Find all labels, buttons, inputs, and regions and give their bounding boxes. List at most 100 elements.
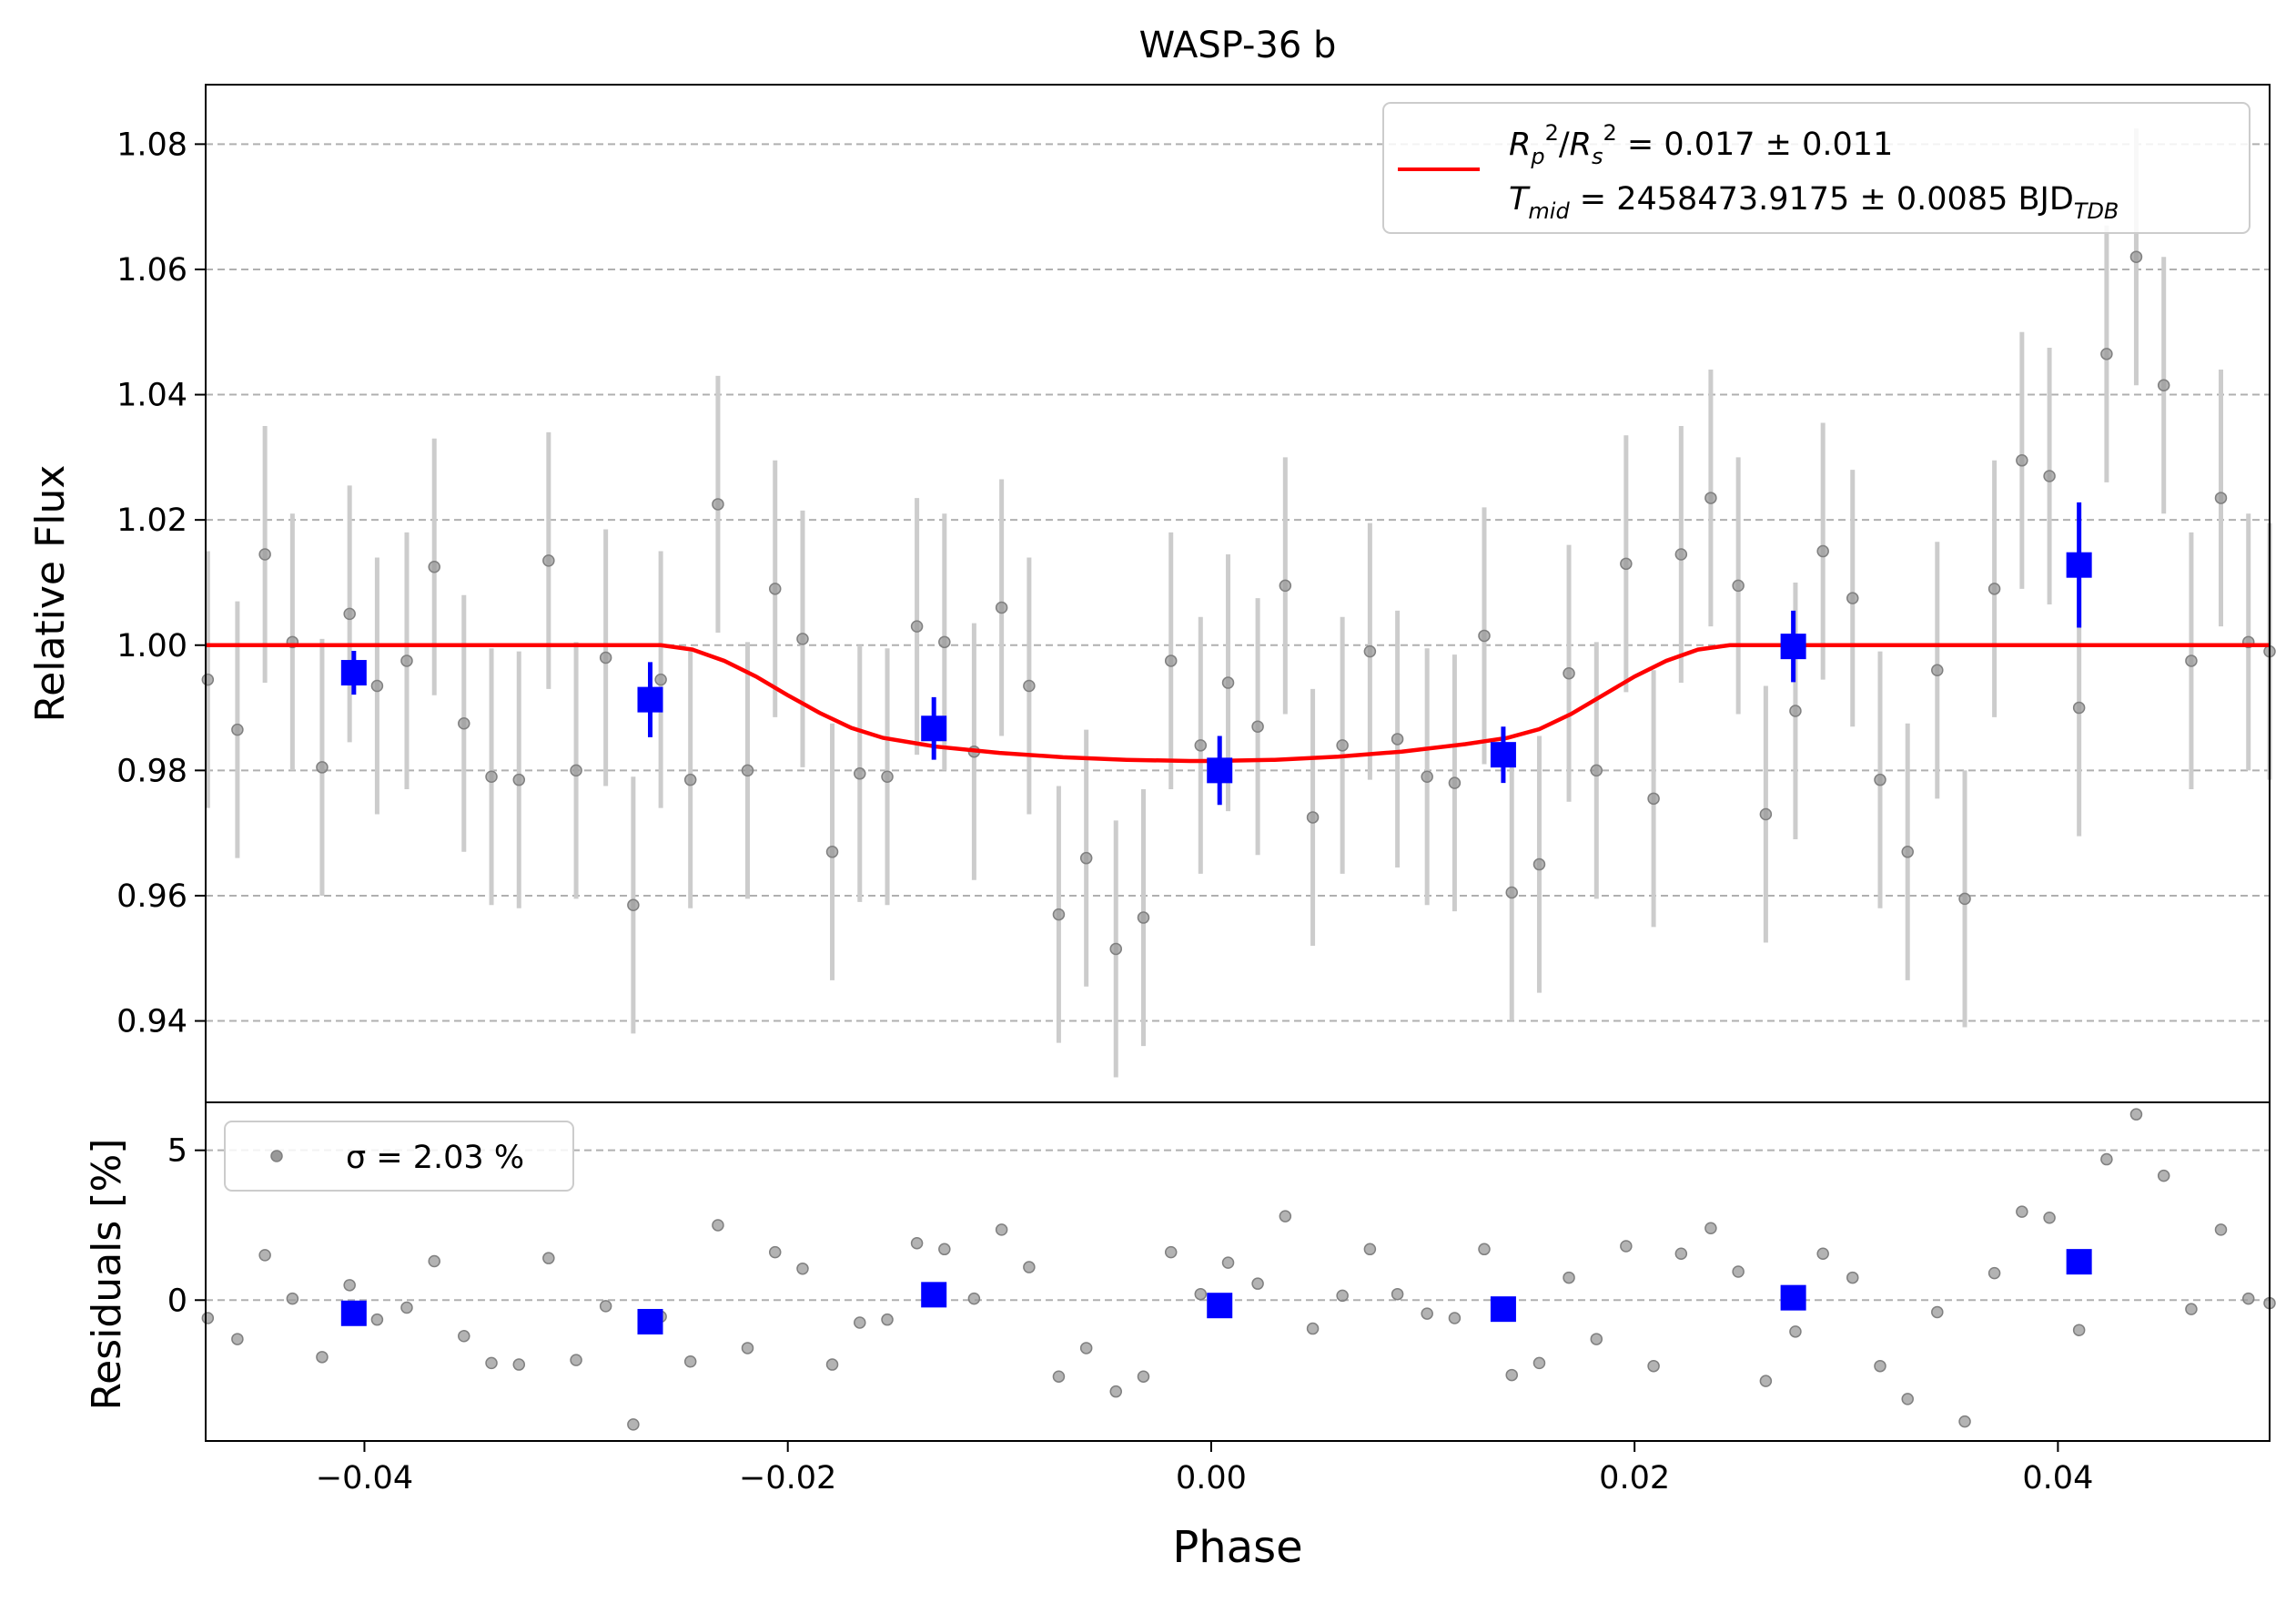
flux-raw-point (1563, 666, 1575, 680)
flux-raw-point (910, 620, 924, 633)
residuals-raw-point (1391, 1287, 1404, 1301)
flux-raw-point (1674, 548, 1688, 561)
flux-raw-point (627, 898, 640, 912)
x-tick-label: 0.04 (2022, 1460, 2093, 1496)
flux-y-ticks: 0.94 0.96 0.98 1.00 1.02 1.04 1.06 1.08 (116, 127, 206, 1040)
x-axis-label: Phase (1172, 1522, 1302, 1573)
flux-binned-point (1207, 757, 1233, 784)
flux-raw-point (1732, 579, 1745, 593)
residuals-raw-points (201, 1108, 2276, 1431)
flux-raw-point (1194, 739, 1208, 752)
residuals-raw-point (768, 1245, 782, 1259)
flux-raw-point (796, 633, 809, 645)
residuals-binned-point (340, 1300, 367, 1326)
residuals-raw-point (2043, 1211, 2056, 1224)
flux-raw-point (570, 764, 582, 777)
flux-raw-point (258, 548, 271, 561)
flux-legend-box (1382, 102, 2250, 234)
flux-raw-point (2214, 492, 2228, 504)
residuals-raw-point (1674, 1247, 1688, 1260)
residuals-raw-point (1164, 1245, 1178, 1259)
residuals-raw-point (1505, 1368, 1518, 1382)
flux-raw-point (1336, 739, 1349, 752)
flux-raw-point (231, 723, 244, 736)
residuals-y-axis-label: Residuals [%] (84, 1139, 130, 1411)
residuals-binned-points (340, 1249, 2092, 1334)
residuals-raw-point (1306, 1322, 1320, 1335)
x-tick-label: −0.02 (739, 1460, 836, 1496)
residuals-y-tick-label: 0 (167, 1283, 187, 1319)
residuals-raw-point (258, 1249, 271, 1262)
residuals-raw-point (1620, 1240, 1633, 1253)
flux-raw-point (400, 654, 413, 667)
residuals-raw-point (1023, 1261, 1036, 1273)
residuals-raw-point (2072, 1324, 2086, 1336)
residuals-raw-point (825, 1358, 839, 1371)
residuals-y-tick-label: 5 (167, 1133, 187, 1170)
residuals-raw-point (1194, 1287, 1208, 1301)
residuals-panel: 05 −0.04 −0.02 0.00 0.02 0.04 Phase Residual… (84, 1101, 2276, 1573)
flux-raw-point (485, 770, 498, 783)
flux-raw-point (343, 607, 356, 621)
residuals-raw-point (854, 1316, 866, 1329)
residuals-raw-point (1109, 1385, 1122, 1398)
residuals-raw-point (881, 1313, 894, 1326)
flux-raw-point (1306, 811, 1320, 824)
flux-y-axis-label: Relative Flux (27, 465, 74, 723)
residuals-raw-point (741, 1342, 754, 1354)
residuals-binned-point (1207, 1293, 1233, 1319)
residuals-raw-point (1279, 1210, 1292, 1223)
residuals-raw-point (570, 1354, 582, 1366)
flux-raw-point (599, 651, 612, 665)
flux-raw-point (768, 583, 782, 595)
flux-legend: Rp2/Rs2 = 0.017 ± 0.011 Tmid = 2458473.9… (1382, 102, 2250, 234)
flux-raw-point (458, 717, 470, 730)
residuals-raw-point (1478, 1243, 1491, 1256)
residuals-raw-point (1363, 1243, 1377, 1256)
residuals-raw-point (995, 1223, 1008, 1236)
residuals-raw-point (458, 1330, 470, 1343)
flux-raw-point (854, 767, 866, 780)
flux-raw-point (2100, 348, 2113, 360)
flux-binned-point (921, 715, 947, 742)
residuals-legend-label: σ = 2.03 % (346, 1140, 524, 1176)
flux-raw-point (881, 770, 894, 783)
residuals-raw-point (1958, 1415, 1971, 1428)
flux-raw-point (1988, 583, 2001, 595)
residuals-legend-swatch (270, 1150, 283, 1162)
flux-raw-point (1109, 942, 1122, 956)
residuals-raw-point (910, 1236, 924, 1250)
flux-raw-point (825, 846, 839, 858)
residuals-raw-point (1221, 1256, 1235, 1269)
residuals-raw-point (316, 1351, 329, 1364)
flux-raw-point (1363, 644, 1377, 658)
flux-raw-point (1532, 857, 1546, 871)
residuals-raw-point (2214, 1223, 2228, 1236)
flux-raw-point (1221, 676, 1235, 689)
flux-raw-point (2016, 454, 2028, 467)
residuals-raw-point (938, 1243, 951, 1256)
flux-binned-point (1780, 634, 1806, 660)
flux-raw-point (370, 679, 384, 693)
x-tick-label: −0.04 (316, 1460, 413, 1496)
flux-raw-point (512, 773, 526, 786)
residuals-raw-point (683, 1355, 697, 1368)
flux-raw-point (1137, 911, 1150, 924)
flux-y-tick-label: 1.00 (116, 628, 187, 665)
flux-y-tick-label: 1.02 (116, 502, 187, 539)
residuals-raw-point (1874, 1359, 1886, 1373)
flux-raw-point (1647, 792, 1660, 806)
flux-panel: 0.94 0.96 0.98 1.00 1.02 1.04 1.06 1.08 WASP-36… (27, 25, 2276, 1103)
flux-raw-point (741, 764, 754, 777)
residuals-raw-point (1137, 1370, 1150, 1383)
residuals-raw-point (1901, 1393, 1914, 1405)
residuals-raw-point (1988, 1266, 2001, 1280)
flux-y-tick-label: 0.94 (116, 1004, 187, 1040)
residuals-binned-point (1780, 1284, 1806, 1311)
flux-raw-point (1052, 908, 1066, 921)
residuals-raw-point (400, 1301, 413, 1314)
residuals-axes-frame (205, 1101, 2271, 1442)
flux-binned-point (1490, 742, 1516, 768)
